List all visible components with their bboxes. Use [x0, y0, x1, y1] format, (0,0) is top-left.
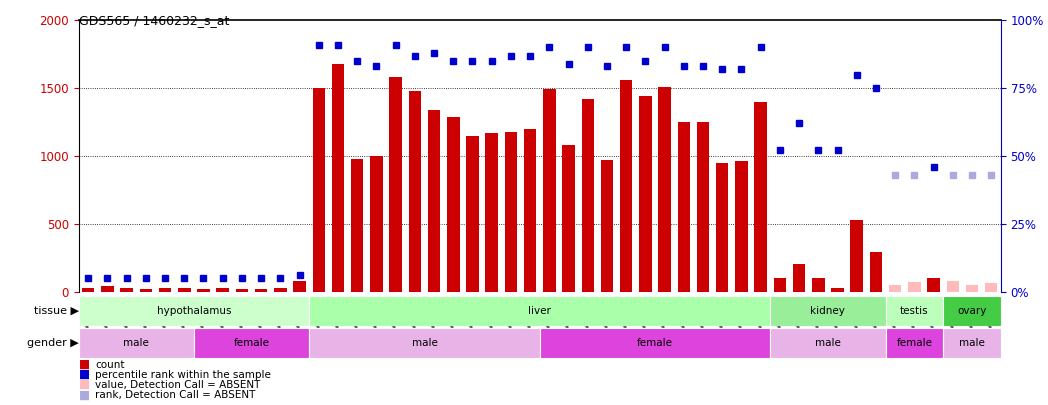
Text: female: female [234, 338, 269, 348]
Bar [889, 285, 901, 292]
Bar [716, 163, 728, 292]
Bar [485, 133, 498, 292]
Bar [601, 160, 613, 292]
Bar [886, 296, 943, 326]
Bar [540, 328, 770, 358]
Bar [82, 288, 94, 292]
Bar [178, 288, 191, 292]
Text: testis: testis [900, 306, 929, 316]
Bar [332, 64, 344, 292]
Bar [370, 156, 383, 292]
Bar [217, 288, 228, 292]
Bar [79, 296, 309, 326]
Bar [736, 161, 747, 292]
Bar [543, 90, 555, 292]
Text: kidney: kidney [810, 306, 846, 316]
Bar [159, 288, 171, 292]
Bar [793, 264, 805, 292]
Bar [139, 289, 152, 292]
Text: rank, Detection Call = ABSENT: rank, Detection Call = ABSENT [95, 390, 256, 400]
Text: ■: ■ [79, 388, 90, 401]
Bar [639, 96, 652, 292]
Bar [524, 129, 537, 292]
Text: male: male [815, 338, 840, 348]
Text: liver: liver [528, 306, 551, 316]
Text: GDS565 / 1460232_s_at: GDS565 / 1460232_s_at [79, 14, 228, 27]
Bar [658, 87, 671, 292]
Bar [121, 288, 133, 292]
Bar [197, 289, 210, 292]
Bar [851, 220, 863, 292]
Text: male: male [124, 338, 149, 348]
Text: ovary: ovary [957, 306, 987, 316]
Bar [755, 102, 767, 292]
Bar [351, 159, 364, 292]
Bar [194, 328, 309, 358]
Text: ■: ■ [79, 378, 90, 391]
Text: count: count [95, 360, 125, 369]
Bar [79, 328, 194, 358]
Bar [309, 296, 770, 326]
Bar [770, 328, 886, 358]
Bar [309, 328, 540, 358]
Bar [505, 132, 517, 292]
Bar [102, 286, 113, 292]
Bar [886, 328, 943, 358]
Bar [831, 288, 844, 292]
Text: hypothalamus: hypothalamus [156, 306, 232, 316]
Bar [312, 88, 325, 292]
Text: female: female [637, 338, 673, 348]
Text: tissue ▶: tissue ▶ [34, 306, 79, 316]
Bar [275, 288, 286, 292]
Text: value, Detection Call = ABSENT: value, Detection Call = ABSENT [95, 380, 261, 390]
Text: ■: ■ [79, 368, 90, 381]
Bar [582, 99, 594, 292]
Bar [236, 289, 248, 292]
Bar [620, 80, 632, 292]
Bar [927, 278, 940, 292]
Bar [812, 278, 825, 292]
Text: ■: ■ [79, 358, 90, 371]
Bar [390, 77, 401, 292]
Bar [943, 296, 1001, 326]
Bar [409, 91, 421, 292]
Bar [946, 281, 959, 292]
Bar [428, 110, 440, 292]
Bar [773, 278, 786, 292]
Bar [563, 145, 574, 292]
Text: female: female [896, 338, 933, 348]
Bar [909, 282, 920, 292]
Bar [466, 136, 479, 292]
Bar [697, 122, 709, 292]
Text: male: male [959, 338, 985, 348]
Bar [255, 289, 267, 292]
Bar [678, 122, 690, 292]
Bar [870, 252, 882, 292]
Bar [770, 296, 886, 326]
Bar [985, 284, 998, 292]
Bar [447, 117, 459, 292]
Bar [966, 285, 978, 292]
Bar [293, 281, 306, 292]
Text: gender ▶: gender ▶ [27, 338, 79, 348]
Bar [943, 328, 1001, 358]
Text: percentile rank within the sample: percentile rank within the sample [95, 370, 271, 379]
Text: male: male [412, 338, 437, 348]
